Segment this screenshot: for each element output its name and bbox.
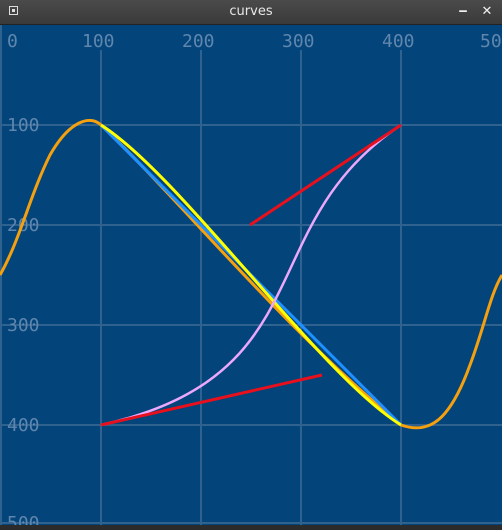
curves-plot: 0 100 200 300 400 50 100 200 300 400 500 [0,25,502,530]
red-control-handle-start[interactable] [100,373,323,427]
window-icon[interactable] [9,6,18,15]
x-tick-label: 0 [7,31,18,52]
window-title: curves [229,4,273,19]
title-bar[interactable]: curves ‒ ✕ [0,0,502,25]
x-tick-label: 100 [82,31,115,52]
y-tick-label: 500 [7,513,40,525]
x-tick-label: 400 [382,31,415,52]
x-tick-label: 300 [282,31,315,52]
drawing-canvas[interactable]: 0 100 200 300 400 50 100 200 300 400 500 [0,25,502,530]
y-tick-label: 300 [7,315,40,336]
orange-spline-curve[interactable] [0,119,502,430]
red-control-handle-end[interactable] [249,123,402,227]
yellow-bezier-curve[interactable] [100,123,402,427]
y-tick-label: 100 [7,115,40,136]
x-tick-labels: 0 100 200 300 400 50 [7,31,502,52]
y-tick-labels: 100 200 300 400 500 [7,115,40,530]
pink-bezier-curve[interactable] [100,123,402,427]
x-tick-label: 200 [182,31,215,52]
close-button[interactable]: ✕ [481,4,493,19]
x-tick-label: 50 [480,31,502,52]
y-tick-label: 400 [7,415,40,436]
minimize-button[interactable]: ‒ [458,4,468,19]
